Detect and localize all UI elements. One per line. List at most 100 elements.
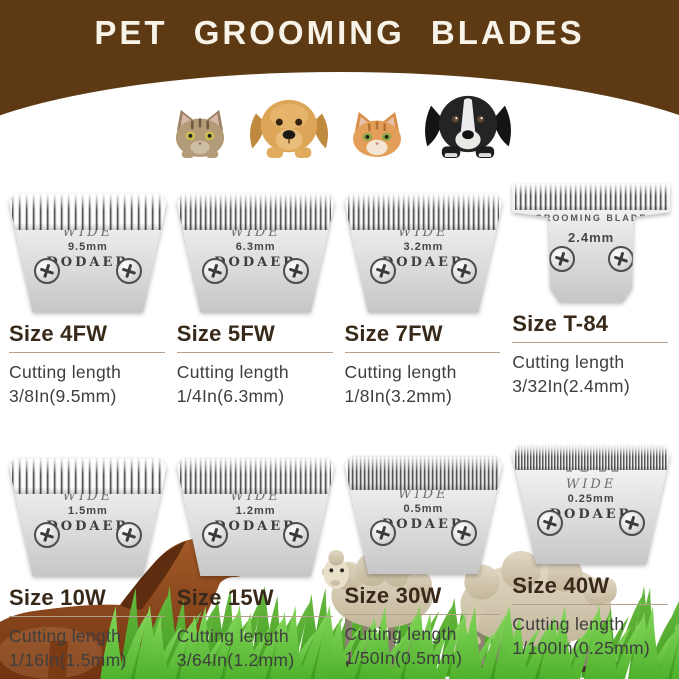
cutting-value: 1/16In(1.5mm) <box>9 650 127 671</box>
product-card: 84 GROOMING BLADE 2.4mm Size T-84 Cuttin… <box>512 158 670 408</box>
cutting-label: Cutting length <box>344 362 457 382</box>
screw-icon <box>201 258 228 284</box>
blade-mm-engraving: 9.5mm <box>67 240 108 253</box>
screw-icon <box>115 258 142 284</box>
screw-icon <box>607 246 634 272</box>
screw-icon <box>283 522 310 549</box>
size-heading: Size 5FW <box>176 321 275 346</box>
cutting-value: 1/8In(3.2mm) <box>344 386 453 407</box>
page-title: PET GROOMING BLADES <box>94 14 585 51</box>
blade-image-10w: 10W WIDE 1.5mm DODAER <box>9 458 167 577</box>
cutting-label: Cutting length <box>9 626 122 647</box>
cutting-label: Cutting length <box>512 352 625 372</box>
size-heading: Size 15W <box>176 585 274 611</box>
tabby-cat-image <box>175 109 225 158</box>
divider <box>9 616 165 618</box>
cutting-length-text: Cutting length 1/8In(3.2mm) <box>345 360 503 408</box>
blade-teeth <box>179 194 332 230</box>
cutting-length-text: Cutting length 1/100In(0.25mm) <box>512 612 670 660</box>
size-heading: Size 30W <box>344 583 442 609</box>
cutting-label: Cutting length <box>512 614 625 635</box>
screw-icon <box>451 258 478 284</box>
blade-image-7fw: 7FW WIDE 3.2mm DODAER <box>344 194 503 312</box>
size-heading: Size 4FW <box>9 321 108 346</box>
divider <box>512 604 668 606</box>
blade-teeth <box>515 184 667 210</box>
blade-image-4fw: 4FW WIDE 9.5mm DODAER <box>9 194 167 312</box>
screw-icon <box>369 258 396 284</box>
screw-icon <box>548 246 575 272</box>
blade-image-40w: 40W WIDE 0.25mm DODAER <box>512 446 670 565</box>
cutting-length-text: Cutting length 3/32In(2.4mm) <box>512 350 670 398</box>
cutting-value: 3/8In(9.5mm) <box>9 386 117 407</box>
blade-wide-engraving: WIDE <box>398 486 449 502</box>
blade-mm-engraving: 1.2mm <box>235 505 276 518</box>
product-card: 40W WIDE 0.25mm DODAER Size 40W Cutting … <box>512 422 670 672</box>
cutting-length-text: Cutting length 1/50In(0.5mm) <box>345 622 503 670</box>
blade-teeth <box>12 458 164 495</box>
cutting-length-text: Cutting length 3/64In(1.2mm) <box>177 624 335 672</box>
screw-icon <box>34 522 61 549</box>
blade-image-15w: 15W WIDE 1.2mm DODAER <box>176 458 335 577</box>
cutting-label: Cutting length <box>9 362 122 382</box>
cutting-label: Cutting length <box>344 624 457 645</box>
header-banner <box>0 0 679 128</box>
blade-image-30w: 30W WIDE 0.5mm DODAER <box>344 456 503 575</box>
product-card: 30W WIDE 0.5mm DODAER Size 30W Cutting l… <box>344 422 503 672</box>
blade-teeth <box>347 194 500 230</box>
blade-brand-engraving: DODAER <box>382 517 465 533</box>
cutting-value: 1/50In(0.5mm) <box>344 648 463 669</box>
cutting-value: 3/32In(2.4mm) <box>512 376 630 397</box>
screw-icon <box>537 510 564 537</box>
blade-mm-engraving: 1.5mm <box>67 505 108 518</box>
blade-teeth <box>12 194 164 230</box>
golden-dog-image <box>249 99 328 158</box>
screw-icon <box>115 522 142 549</box>
screw-icon <box>283 258 310 284</box>
screw-icon <box>451 520 478 547</box>
blade-brand-engraving: DODAER <box>46 254 130 270</box>
blade-image-t84: 84 GROOMING BLADE 2.4mm <box>512 184 670 302</box>
cutting-value: 1/4In(6.3mm) <box>176 386 285 407</box>
product-card: 15W WIDE 1.2mm DODAER Size 15W Cutting l… <box>176 422 335 672</box>
product-card: 4FW WIDE 9.5mm DODAER Size 4FW Cutting l… <box>9 158 167 408</box>
divider <box>344 352 501 353</box>
blade-mm-engraving: 0.25mm <box>567 493 615 506</box>
blade-mm-engraving: 6.3mm <box>235 240 276 253</box>
divider <box>344 614 501 616</box>
product-card: 10W WIDE 1.5mm DODAER Size 10W Cutting l… <box>9 422 167 672</box>
blade-brand-engraving: DODAER <box>382 254 465 270</box>
blade-teeth <box>515 446 667 471</box>
size-heading: Size 10W <box>9 585 106 611</box>
blade-mm-engraving: 3.2mm <box>403 240 444 253</box>
blade-brand-engraving: DODAER <box>46 519 130 535</box>
cutting-length-text: Cutting length 1/16In(1.5mm) <box>9 624 167 672</box>
black-white-dog-image <box>425 95 511 158</box>
screw-icon <box>618 510 645 537</box>
product-grid: 4FW WIDE 9.5mm DODAER Size 4FW Cutting l… <box>9 158 670 673</box>
screw-icon <box>34 258 61 284</box>
divider <box>512 342 668 343</box>
blade-mm-engraving: 0.5mm <box>403 503 444 516</box>
blade-grooming-engraving: GROOMING BLADE <box>534 213 648 224</box>
cutting-value: 3/64In(1.2mm) <box>176 650 295 671</box>
blade-brand-engraving: DODAER <box>214 254 297 270</box>
size-heading: Size 40W <box>512 573 610 599</box>
size-heading: Size T-84 <box>512 311 609 336</box>
blade-image-5fw: 5FW WIDE 6.3mm DODAER <box>176 194 335 312</box>
cutting-length-text: Cutting length 3/8In(9.5mm) <box>9 360 167 408</box>
screw-icon <box>201 522 228 549</box>
blade-teeth <box>347 456 500 491</box>
orange-cat-image <box>353 111 402 158</box>
divider <box>176 352 333 353</box>
animal-band <box>168 84 516 158</box>
product-card: 7FW WIDE 3.2mm DODAER Size 7FW Cutting l… <box>344 158 503 408</box>
blade-mm-engraving: 2.4mm <box>568 230 615 246</box>
cutting-label: Cutting length <box>176 626 289 647</box>
cutting-length-text: Cutting length 1/4In(6.3mm) <box>177 360 335 408</box>
product-card: 5FW WIDE 6.3mm DODAER Size 5FW Cutting l… <box>176 158 335 408</box>
cutting-value: 1/100In(0.25mm) <box>512 638 651 659</box>
blade-brand-engraving: DODAER <box>549 507 633 523</box>
blade-wide-engraving: WIDE <box>565 476 617 492</box>
